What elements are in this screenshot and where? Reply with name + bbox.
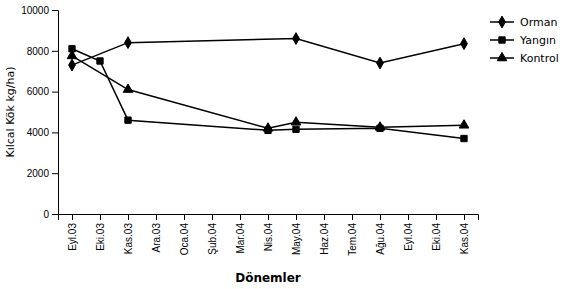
x-tick-label: Ara.03	[151, 223, 162, 253]
y-tick: 8000	[27, 46, 58, 57]
y-axis-line	[52, 11, 59, 215]
legend: Orman Yangın Kontrol	[490, 16, 559, 65]
x-axis-title: Dönemler	[235, 271, 301, 285]
series-marker	[375, 122, 385, 130]
series-marker	[377, 57, 384, 69]
x-tick-label: Eki.04	[431, 223, 442, 251]
y-axis-title: Kılcal Kök kg/ha)	[4, 67, 17, 158]
series-marker	[125, 117, 131, 123]
x-tick-mark	[156, 214, 157, 220]
x-axis: Eyl.03 Eki.03 Kas.03 Ara.03 Oca.04 Şub.04 Mar.…	[59, 214, 479, 256]
series-marker	[97, 58, 103, 64]
series-line	[72, 49, 464, 139]
x-tick-mark	[408, 214, 409, 220]
x-tick-mark	[380, 214, 381, 220]
y-tick-mark	[52, 92, 58, 93]
y-tick: 10000	[21, 5, 58, 16]
x-tick-label: Haz.04	[319, 223, 330, 255]
legend-marker	[497, 52, 507, 60]
series-marker	[67, 50, 77, 58]
y-tick-mark	[52, 132, 58, 133]
x-tick: Eki.03	[95, 214, 106, 251]
y-tick-label: 4000	[27, 127, 50, 138]
series-marker	[293, 126, 299, 132]
legend-item: Orman	[490, 16, 557, 29]
series-marker	[123, 84, 133, 92]
y-tick-mark	[52, 10, 58, 11]
x-tick: Kas.03	[123, 214, 134, 254]
x-tick-mark	[72, 214, 73, 220]
x-tick-label: Tem.04	[347, 223, 358, 256]
x-axis-line	[59, 215, 479, 221]
legend-marker	[499, 37, 505, 43]
x-tick-mark	[128, 214, 129, 220]
x-tick-mark	[268, 214, 269, 220]
y-tick-mark	[52, 51, 58, 52]
series-line	[72, 56, 464, 128]
legend-item: Yangın	[490, 34, 556, 47]
x-tick: Oca.04	[179, 214, 190, 255]
x-tick-label: Mar.04	[235, 223, 246, 254]
chart: Eyl.03 Eki.03 Kas.03 Ara.03 Oca.04 Şub.04 Mar.…	[0, 0, 578, 289]
x-tick-mark	[464, 214, 465, 220]
x-tick-mark	[324, 214, 325, 220]
x-tick-mark	[352, 214, 353, 220]
x-tick-label: Kas.04	[459, 223, 470, 255]
legend-item: Kontrol	[490, 52, 559, 65]
x-tick-mark	[212, 214, 213, 220]
y-tick-mark	[52, 214, 58, 215]
series-marker	[263, 123, 273, 131]
y-tick-label: 2000	[27, 168, 50, 179]
x-tick-mark	[184, 214, 185, 220]
x-tick-label: Eki.03	[95, 223, 106, 251]
x-tick-mark	[240, 214, 241, 220]
x-tick: May.04	[291, 214, 302, 255]
series-marker	[461, 38, 468, 50]
marks	[67, 33, 469, 142]
x-tick: Kas.04	[459, 214, 470, 254]
series-marker	[459, 120, 469, 128]
series-marker	[69, 59, 76, 71]
x-tick-label: Oca.04	[179, 223, 190, 256]
y-tick-label: 6000	[27, 86, 50, 97]
series-marker	[293, 33, 300, 45]
series-marker	[125, 37, 132, 49]
legend-label: Yangın	[519, 34, 556, 47]
y-axis: 0 2000 4000 6000 8000 10000	[21, 5, 58, 220]
series-marker	[291, 117, 301, 125]
y-tick-label: 0	[43, 209, 49, 220]
y-tick: 6000	[27, 86, 58, 97]
x-tick-mark	[100, 214, 101, 220]
x-tick-mark	[296, 214, 297, 220]
series-marker	[461, 135, 467, 141]
y-tick-label: 10000	[21, 5, 49, 16]
x-tick-label: May.04	[291, 223, 302, 255]
x-tick: Mar.04	[235, 214, 246, 254]
plot: Eyl.03 Eki.03 Kas.03 Ara.03 Oca.04 Şub.04 Mar.…	[4, 5, 559, 285]
legend-marker	[499, 16, 506, 28]
x-tick: Nis.04	[263, 214, 274, 251]
x-tick: Ara.03	[151, 214, 162, 252]
legend-label: Kontrol	[520, 52, 559, 65]
x-tick: Haz.04	[319, 214, 330, 255]
x-tick: Tem.04	[347, 214, 358, 256]
y-tick: 4000	[27, 127, 58, 138]
legend-label: Orman	[520, 16, 557, 29]
x-tick-label: Nis.04	[263, 223, 274, 252]
y-tick-label: 8000	[27, 46, 50, 57]
x-tick-label: Eyl.04	[403, 223, 414, 251]
y-tick: 0	[43, 209, 58, 220]
x-tick-label: Kas.03	[123, 223, 134, 255]
x-tick: Eyl.04	[403, 214, 414, 251]
y-tick-mark	[52, 173, 58, 174]
x-tick: Eyl.03	[67, 214, 78, 251]
x-tick: Ağu.04	[375, 214, 386, 255]
x-tick-mark	[436, 214, 437, 220]
x-tick: Şub.04	[207, 214, 218, 255]
y-tick: 2000	[27, 168, 58, 179]
x-tick: Eki.04	[431, 214, 442, 251]
x-tick-label: Ağu.04	[375, 223, 386, 255]
x-tick-label: Şub.04	[207, 223, 218, 255]
x-tick-label: Eyl.03	[67, 223, 78, 251]
